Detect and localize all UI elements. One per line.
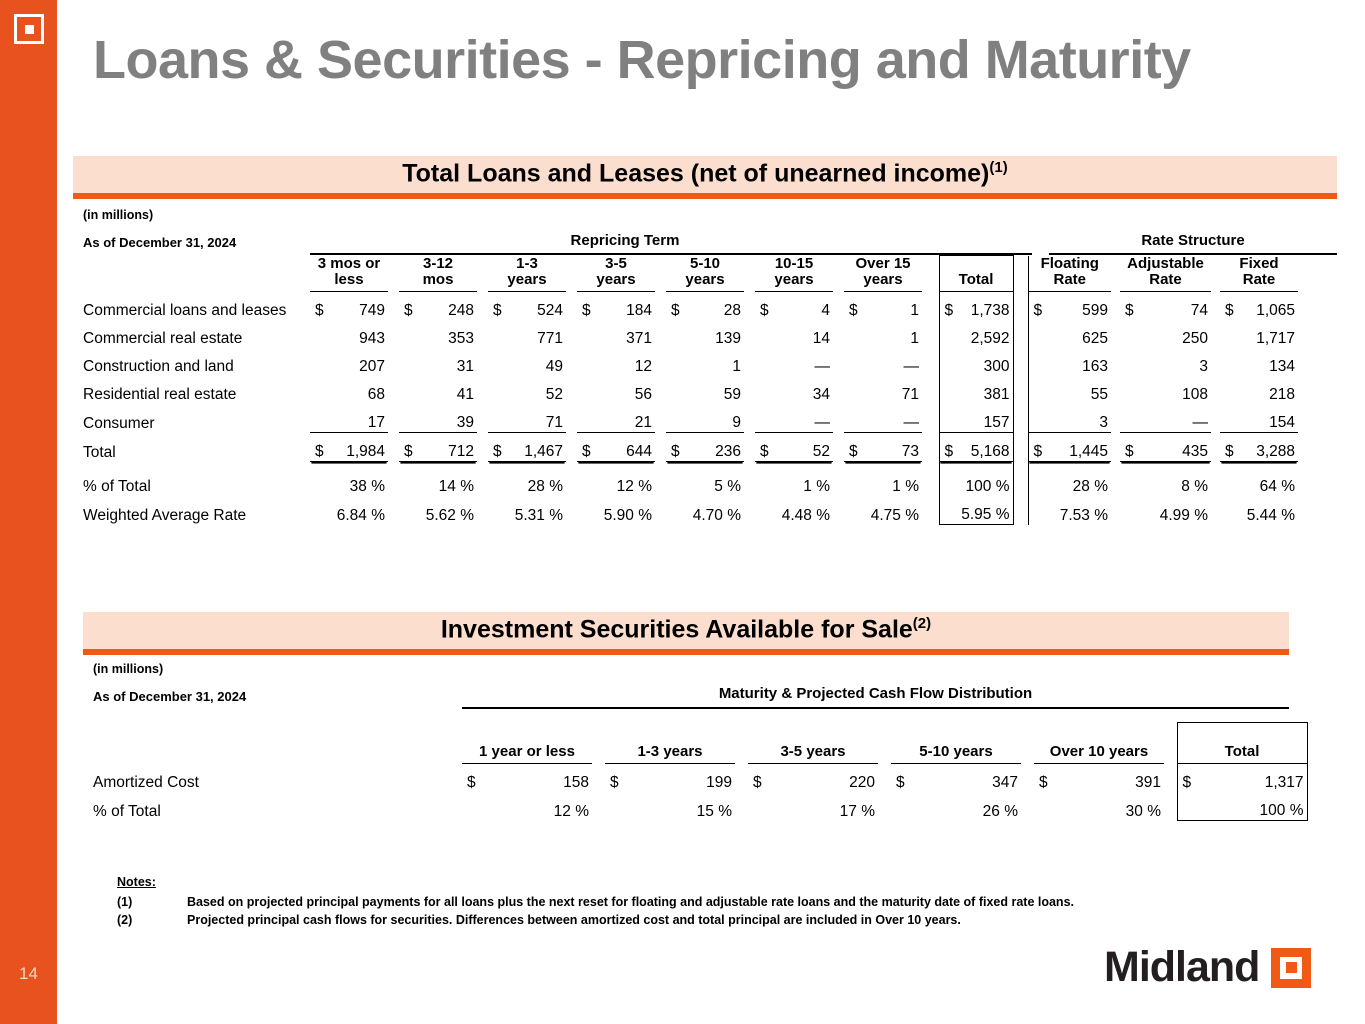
col2-header-3-5yr: 3-5 years	[748, 722, 878, 764]
table-row: Commercial real estate 943 353 771 371 1…	[83, 320, 1298, 349]
notes-block: Notes: (1) Based on projected principal …	[117, 876, 1074, 933]
col-header-5-10yr: 5-10 years	[666, 255, 744, 293]
section1-as-of: As of December 31, 2024	[83, 235, 237, 250]
rule-rate-structure	[1049, 253, 1337, 255]
col-header-1-3yr: 1-3 years	[488, 255, 566, 293]
col2-header-5-10yr: 5-10 years	[891, 722, 1021, 764]
table-row: Residential real estate 68 41 52 56 59 3…	[83, 376, 1298, 405]
table-row: Commercial loans and leases $749 $248 $5…	[83, 291, 1298, 321]
left-accent-rail: 14	[0, 0, 57, 1024]
note-item: (1) Based on projected principal payment…	[117, 894, 1074, 909]
page-title: Loans & Securities - Repricing and Matur…	[93, 30, 1191, 90]
col-header-fixed: Fixed Rate	[1220, 255, 1298, 293]
row-label-total: Total	[83, 443, 116, 461]
table2-header-row: 1 year or less 1-3 years 3-5 years 5-10 …	[93, 722, 1308, 764]
col2-header-1-3yr: 1-3 years	[605, 722, 735, 764]
group-header-rate-structure: Rate Structure	[1141, 232, 1245, 249]
col-header-floating: Floating Rate	[1028, 255, 1111, 293]
midland-footer-logo: Midland	[1104, 943, 1312, 991]
banner2-footnote-ref: (2)	[912, 614, 932, 632]
group-header-repricing-term: Repricing Term	[570, 232, 680, 249]
page-number: 14	[19, 964, 38, 983]
rule-maturity-distribution	[462, 707, 1289, 709]
row-label-pct-of-total-2: % of Total	[93, 802, 161, 820]
section1-units: (in millions)	[83, 208, 154, 222]
row-label-pct-of-total: % of Total	[83, 478, 151, 496]
row-label-weighted-average-rate: Weighted Average Rate	[83, 506, 247, 524]
col-header-10-15yr: 10-15 years	[755, 255, 833, 293]
table-row: Amortized Cost $158 $199 $220 $347 $391 …	[93, 763, 1308, 792]
banner2-label: Investment Securities Available for Sale	[440, 615, 913, 644]
section2-as-of: As of December 31, 2024	[93, 689, 247, 704]
section-banner-loans: Total Loans and Leases (net of unearned …	[73, 156, 1337, 199]
col2-header-total: Total	[1176, 722, 1308, 764]
col-header-3-12mos: 3-12 mos	[399, 255, 477, 293]
note-text: Based on projected principal payments fo…	[187, 894, 1074, 909]
rate-structure-divider	[1012, 255, 1029, 292]
rule-repricing-term	[310, 253, 1032, 255]
row-label-commercial-loans: Commercial loans and leases	[83, 302, 287, 320]
loans-repricing-table: 3 mos or less 3-12 mos 1-3 years 3-5 yea…	[83, 254, 1298, 526]
col-header-total: Total	[938, 254, 1014, 293]
row-label-construction: Construction and land	[83, 358, 234, 376]
note-item: (2) Projected principal cash flows for s…	[117, 914, 1074, 927]
section2-units: (in millions)	[93, 662, 164, 676]
securities-maturity-table: 1 year or less 1-3 years 3-5 years 5-10 …	[93, 722, 1308, 821]
section-banner-securities: Investment Securities Available for Sale…	[83, 612, 1289, 655]
table-row: % of Total 12 % 15 % 17 % 26 % 30 % 100 …	[93, 792, 1308, 821]
table-pct-row: % of Total 38 % 14 % 28 % 12 % 5 % 1 % 1…	[83, 461, 1298, 497]
note-number: (1)	[117, 894, 133, 909]
table-war-row: Weighted Average Rate 6.84 % 5.62 % 5.31…	[83, 496, 1298, 526]
col-header-3-5yr: 3-5 years	[577, 255, 655, 293]
table-row: Construction and land 207 31 49 12 1 — —…	[83, 348, 1298, 377]
midland-wordmark: Midland	[1104, 943, 1260, 991]
note-number: (2)	[117, 913, 133, 927]
col2-header-1yr: 1 year or less	[462, 722, 592, 764]
section-banner-loans-text: Total Loans and Leases (net of unearned …	[402, 160, 1007, 189]
table1-header-row: 3 mos or less 3-12 mos 1-3 years 3-5 yea…	[83, 254, 1298, 293]
row-label-amortized-cost: Amortized Cost	[93, 774, 199, 791]
group-header-maturity-distribution: Maturity & Projected Cash Flow Distribut…	[718, 685, 1033, 702]
col2-header-over10yr: Over 10 years	[1034, 722, 1164, 764]
midland-square-logo-icon	[14, 14, 44, 44]
note-text: Projected principal cash flows for secur…	[187, 913, 961, 927]
col-header-3mos: 3 mos or less	[310, 255, 388, 293]
table-total-row: Total $1,984 $712 $1,467 $644 $236 $52 $…	[83, 432, 1298, 463]
section-banner-securities-text: Investment Securities Available for Sale…	[441, 616, 931, 645]
notes-heading: Notes:	[117, 875, 156, 889]
table-row: Consumer 17 39 71 21 9 — — 157 3 — 154	[83, 404, 1298, 433]
row-label-residential: Residential real estate	[83, 386, 237, 404]
midland-square-logo-icon	[1271, 947, 1312, 988]
banner1-footnote-ref: (1)	[989, 158, 1008, 176]
row-label-commercial-re: Commercial real estate	[83, 330, 243, 348]
row-label-consumer: Consumer	[83, 414, 155, 432]
col-header-adjustable: Adjustable Rate	[1120, 255, 1211, 293]
col-header-over15yr: Over 15 years	[844, 255, 922, 293]
banner1-label: Total Loans and Leases (net of unearned …	[402, 159, 990, 188]
